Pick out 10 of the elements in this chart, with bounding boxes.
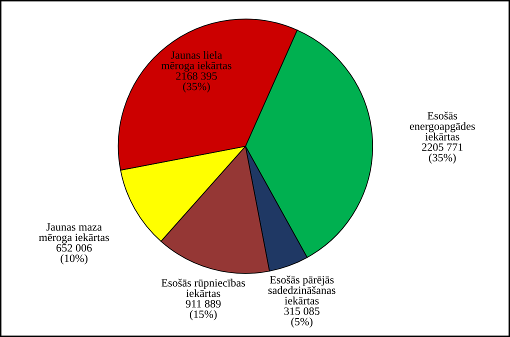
data-label: 2168 395 (35%) — [176, 72, 217, 92]
slice-label: Esošās pārējās sadedzināšanas iekārtas — [268, 276, 336, 304]
data-label: 315 085 (5%) — [284, 307, 320, 328]
slice-label: Jaunas liela mēroga iekārtas — [161, 51, 232, 72]
slice-label: Esošās energoapgādes iekārtas — [410, 112, 475, 140]
data-label: 2205 771 (35%) — [422, 143, 463, 164]
data-label: 652 006 (10%) — [56, 244, 92, 264]
data-label: 911 889 (15%) — [186, 300, 221, 320]
slice-label: Jaunas maza mēroga iekārtas — [38, 223, 109, 244]
slice-label: Esošās rūpniecības iekārtas — [162, 278, 246, 298]
